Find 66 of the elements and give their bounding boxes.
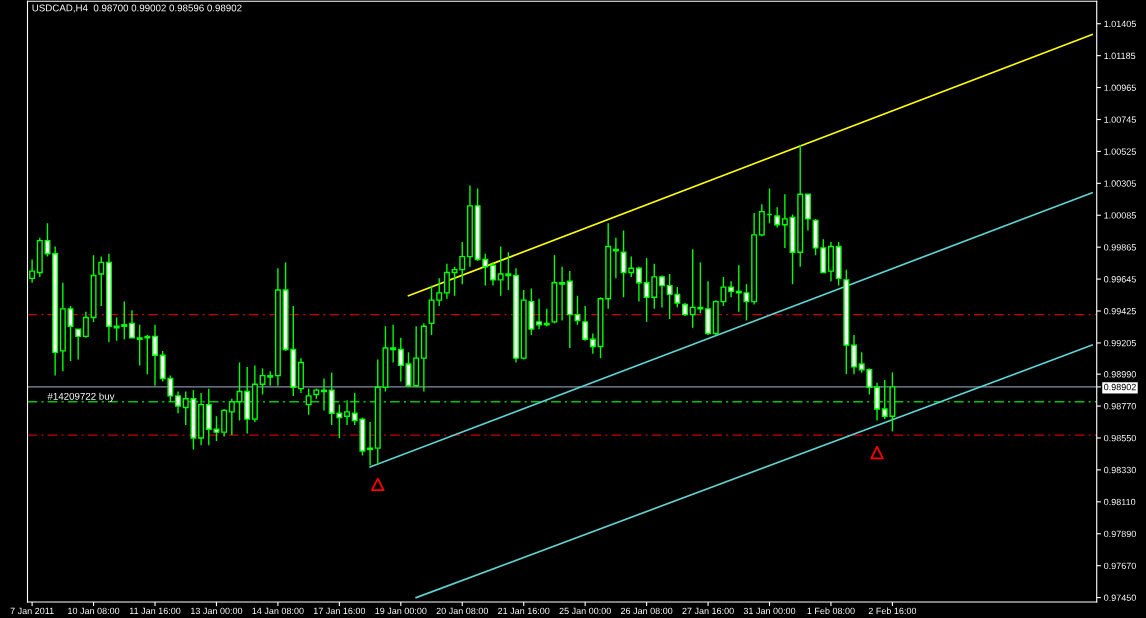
candlestick xyxy=(559,266,566,322)
y-tick-label: 1.00525 xyxy=(1104,148,1136,155)
candlestick xyxy=(221,408,228,438)
candlestick xyxy=(152,324,159,387)
y-tick-label: 0.97890 xyxy=(1104,530,1136,538)
y-tick-label: 1.01405 xyxy=(1104,20,1136,28)
y-tick-label: 0.98550 xyxy=(1104,434,1136,442)
y-tick-label: 1.00965 xyxy=(1104,84,1136,91)
x-tick-label: 14 Jan 08:00 xyxy=(252,607,304,615)
candlestick xyxy=(320,377,327,412)
x-tick-label: 2 Feb 16:00 xyxy=(868,607,917,615)
x-tick-label: 11 Jan 16:00 xyxy=(129,607,181,615)
x-tick-label: 27 Jan 16:00 xyxy=(682,607,734,615)
candlestick xyxy=(781,193,788,249)
candlestick xyxy=(582,305,589,342)
candlestick xyxy=(390,324,397,364)
candlestick xyxy=(344,399,351,426)
candlestick xyxy=(850,334,857,375)
ref-line-label: #14209722 buy xyxy=(47,392,115,402)
candlestick xyxy=(367,421,374,467)
candlestick xyxy=(443,263,450,300)
candlestick xyxy=(175,390,182,415)
candlestick xyxy=(728,280,735,298)
x-tick-label: 20 Jan 08:00 xyxy=(436,607,489,615)
x-tick-label: 1 Feb 08:00 xyxy=(807,607,855,615)
y-tick-label: 0.99645 xyxy=(1104,276,1136,283)
x-tick-label: 31 Jan 00:00 xyxy=(743,607,796,615)
y-tick-label: 1.01185 xyxy=(1104,52,1136,60)
x-tick-label: 21 Jan 16:00 xyxy=(498,607,550,615)
candlestick xyxy=(536,297,543,330)
y-tick-label: 1.00085 xyxy=(1104,212,1136,219)
candlestick xyxy=(774,206,781,229)
x-tick-label: 25 Jan 00:00 xyxy=(559,607,611,615)
y-tick-label: 1.00305 xyxy=(1104,180,1136,187)
x-tick-label: 17 Jan 16:00 xyxy=(313,607,366,615)
y-tick-label: 0.97670 xyxy=(1104,562,1136,570)
y-tick-label: 0.99425 xyxy=(1104,307,1136,315)
x-tick-label: 7 Jan 2011 xyxy=(10,607,54,615)
candlestick xyxy=(305,387,312,416)
candlestick xyxy=(228,398,235,436)
candlestick xyxy=(128,309,135,339)
x-tick-label: 19 Jan 00:00 xyxy=(375,607,427,615)
candlestick xyxy=(874,382,881,422)
candlestick xyxy=(489,261,496,287)
y-tick-label: 0.97450 xyxy=(1104,594,1136,601)
candlestick xyxy=(67,305,74,362)
y-tick-label: 0.98110 xyxy=(1104,498,1136,506)
y-tick-label: 0.98330 xyxy=(1104,466,1136,474)
candlestick xyxy=(758,203,765,237)
candlestick xyxy=(75,328,82,361)
x-tick-label: 13 Jan 00:00 xyxy=(191,607,243,615)
y-tick-label: 0.98990 xyxy=(1104,371,1136,378)
candlestick xyxy=(82,311,89,339)
y-tick-label: 1.00745 xyxy=(1104,116,1136,123)
chart-title: USDCAD,H4 0.98700 0.99002 0.98596 0.98902 xyxy=(32,4,242,13)
x-tick-label: 10 Jan 08:00 xyxy=(68,607,120,615)
y-tick-label: 0.98770 xyxy=(1104,403,1136,410)
candlestick xyxy=(29,258,36,284)
candlestick xyxy=(658,274,665,309)
y-tick-label: 0.98902 xyxy=(1104,383,1136,391)
candlestick xyxy=(635,266,642,303)
x-tick-label: 26 Jan 08:00 xyxy=(620,607,673,615)
candlestick xyxy=(98,255,105,307)
candlestick xyxy=(589,332,596,355)
y-tick-label: 0.99865 xyxy=(1104,244,1136,251)
y-tick-label: 0.99205 xyxy=(1104,339,1136,347)
